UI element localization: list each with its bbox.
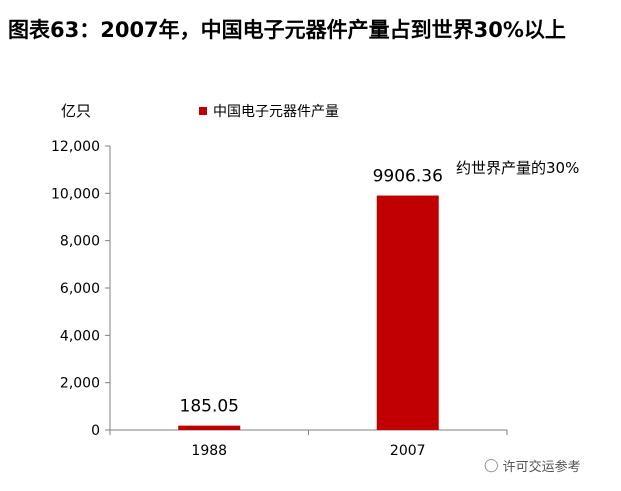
y-tick-label: 10,000 (51, 186, 100, 202)
y-tick-label: 0 (91, 423, 100, 439)
bar (178, 425, 241, 430)
y-tick-label: 2,000 (60, 376, 100, 392)
x-tick-label: 2007 (390, 443, 426, 459)
annotation-world-share: 约世界产量的30% (456, 159, 580, 177)
wechat-icon: ◯ (484, 458, 499, 473)
legend-swatch (199, 107, 207, 115)
legend-label: 中国电子元器件产量 (213, 104, 339, 120)
watermark: ◯ 许可交运参考 (484, 456, 581, 475)
bar (376, 195, 439, 430)
y-tick-label: 4,000 (60, 328, 100, 344)
legend: 中国电子元器件产量 (199, 101, 339, 121)
y-axis-unit-label: 亿只 (61, 102, 92, 120)
y-tick-label: 12,000 (51, 139, 100, 155)
data-label: 9906.36 (373, 167, 443, 187)
chart-title: 图表63：2007年，中国电子元器件产量占到世界30%以上 (8, 18, 566, 42)
y-tick-label: 6,000 (60, 281, 100, 297)
y-tick-label: 8,000 (60, 234, 100, 250)
x-tick-label: 1988 (191, 443, 227, 459)
watermark-text: 许可交运参考 (502, 460, 581, 475)
data-label: 185.05 (180, 397, 239, 417)
